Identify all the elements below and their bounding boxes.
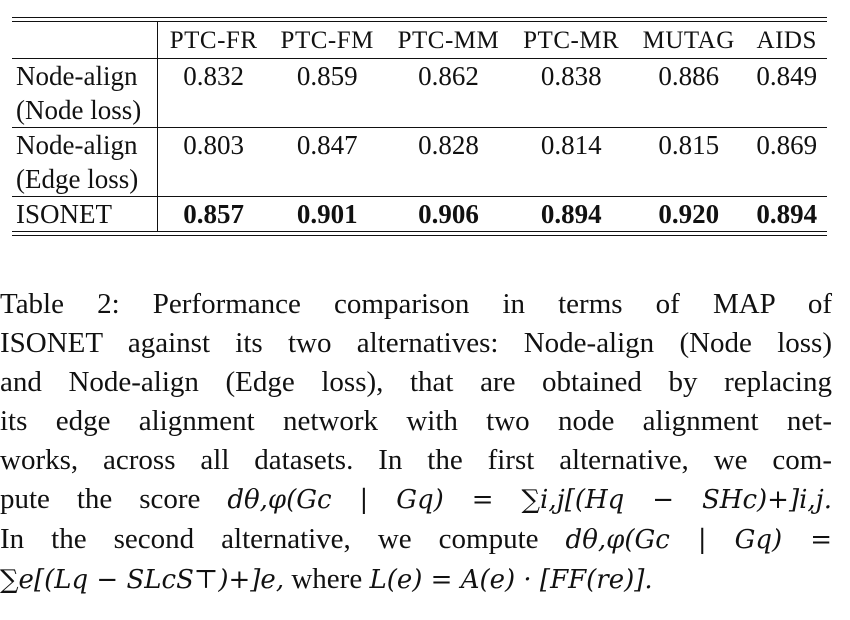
table-cell: 0.847 (296, 130, 358, 160)
caption-text: pute the score (0, 483, 201, 515)
table-cell: 0.849 (756, 61, 818, 91)
corner-cell (12, 22, 159, 59)
table-top-rule (12, 17, 827, 22)
caption-math: dθ,φ(Gc | Gq) = ∑i,j[(Hq − SHc)+]i,j. (227, 485, 833, 515)
caption-line: and Node-align (Edge loss), that are obt… (0, 366, 832, 398)
row-label-cont: (Edge loss) (12, 162, 159, 197)
table-bottom-rule (12, 231, 827, 236)
col-header: PTC-MR (511, 22, 632, 59)
table-cell-best: 0.857 (183, 199, 245, 229)
table-row-cont: (Node loss) (12, 93, 827, 128)
caption-line: works, across all datasets. In the first… (0, 444, 832, 476)
table-cell: 0.832 (183, 61, 245, 91)
col-header: PTC-FR (157, 22, 269, 59)
caption-line: ∑e[(Lq − SLcS⊤)+]e, where L(e) = A(e) · … (0, 560, 832, 600)
col-header: PTC-MM (385, 22, 512, 59)
table-cell-best: 0.894 (756, 199, 818, 229)
table-cell-best: 0.894 (540, 199, 602, 229)
header-row: PTC-FR PTC-FM PTC-MM PTC-MR MUTAG AIDS (12, 22, 827, 59)
caption-line: pute the score dθ,φ(Gc | Gq) = ∑i,j[(Hq … (0, 480, 832, 520)
results-table: PTC-FR PTC-FM PTC-MM PTC-MR MUTAG AIDS N… (12, 17, 827, 236)
caption-math: ∑e[(Lq − SLcS⊤)+]e, (0, 565, 285, 595)
caption-text: In the second alternative, we compute (0, 523, 539, 555)
caption-math: L(e) = A(e) · [FF(re)]. (369, 565, 653, 595)
table-cell: 0.886 (658, 61, 720, 91)
table-cell: 0.815 (658, 130, 720, 160)
table-row-cont: (Edge loss) (12, 162, 827, 197)
caption-line: In the second alternative, we compute dθ… (0, 520, 832, 560)
table-row: Node-align 0.832 0.859 0.862 0.838 0.886… (12, 58, 827, 93)
row-label: Node-align (12, 127, 159, 162)
table-row: Node-align 0.803 0.847 0.828 0.814 0.815… (12, 127, 827, 162)
row-label: Node-align (12, 58, 159, 93)
caption-line: its edge alignment network with two node… (0, 405, 832, 437)
performance-table: PTC-FR PTC-FM PTC-MM PTC-MR MUTAG AIDS N… (12, 22, 827, 231)
col-header: AIDS (746, 22, 827, 59)
table-cell: 0.814 (540, 130, 602, 160)
caption-text: where (291, 563, 363, 595)
table-row-best: ISONET 0.857 0.901 0.906 0.894 0.920 0.8… (12, 196, 827, 231)
isonet-label: ISONET (16, 199, 112, 229)
table-caption: Table 2: Performance comparison in terms… (0, 285, 832, 600)
table-cell-best: 0.901 (296, 199, 358, 229)
table-cell: 0.828 (418, 130, 479, 160)
row-label-isonet: ISONET (12, 196, 159, 231)
table-cell-best: 0.906 (418, 199, 479, 229)
table-cell: 0.838 (540, 61, 602, 91)
caption-math: dθ,φ(Gc | Gq) = (565, 525, 832, 555)
row-label-cont: (Node loss) (12, 93, 159, 128)
table-cell: 0.869 (756, 130, 818, 160)
caption-line: Table 2: Performance comparison in terms… (0, 288, 832, 320)
table-cell-best: 0.920 (658, 199, 720, 229)
col-header: MUTAG (631, 22, 747, 59)
table-cell: 0.803 (183, 130, 245, 160)
table-cell: 0.859 (296, 61, 358, 91)
caption-line: ISONET against its two alternatives: Nod… (0, 327, 832, 359)
table-cell: 0.862 (418, 61, 479, 91)
col-header: PTC-FM (268, 22, 386, 59)
